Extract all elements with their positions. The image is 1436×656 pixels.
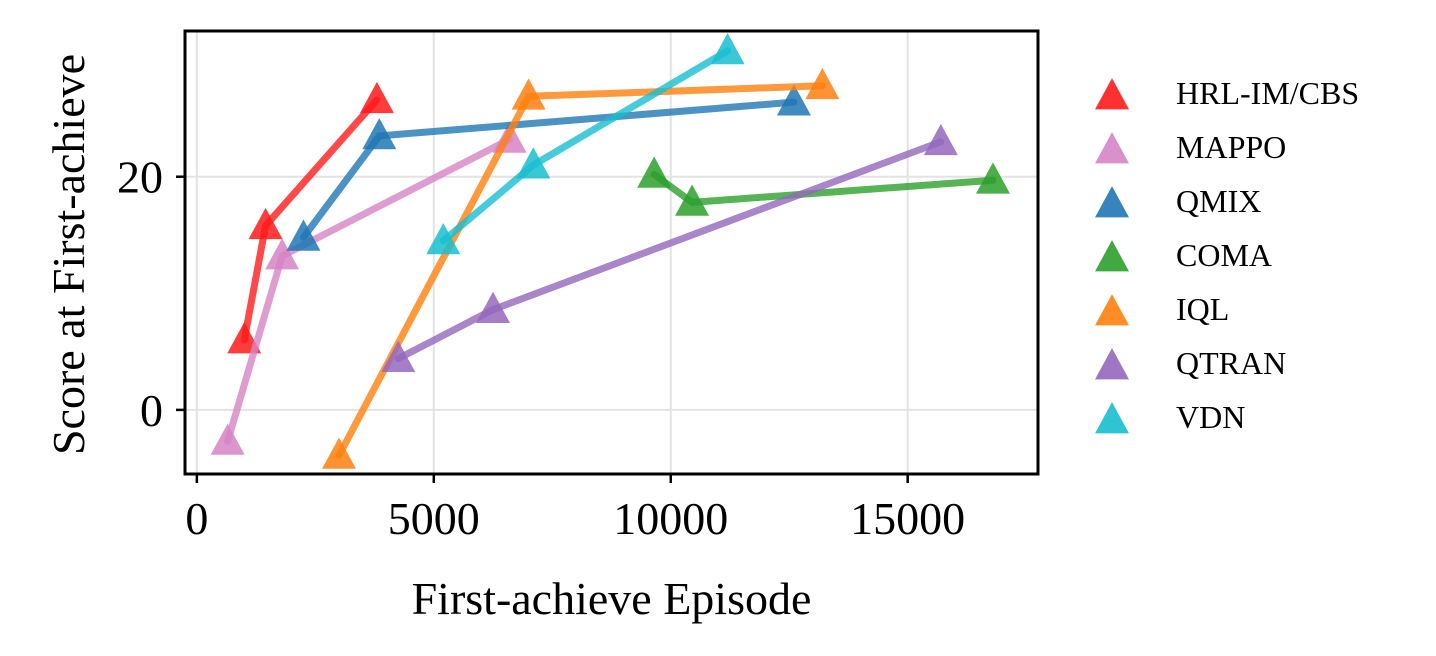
data-point-triangle — [265, 238, 300, 270]
legend-marker — [1095, 132, 1129, 164]
data-point-triangle — [426, 222, 461, 255]
legend-marker — [1095, 348, 1129, 380]
data-point-triangle — [322, 437, 357, 469]
data-point-triangle — [476, 291, 511, 324]
ticks: 0 5000 10000 15000 0 20 — [117, 152, 965, 544]
legend-marker — [1095, 78, 1129, 110]
series-line — [394, 138, 945, 363]
legend-label: QTRAN — [1176, 345, 1286, 381]
x-axis-label: First-achieve Episode — [412, 573, 812, 624]
legend-label: VDN — [1176, 399, 1245, 435]
y-tick-label: 0 — [140, 385, 163, 436]
series-iql — [322, 67, 840, 469]
x-tick-label: 0 — [185, 493, 208, 544]
legend-label: COMA — [1176, 237, 1272, 273]
data-point-triangle — [248, 207, 283, 240]
data-point-triangle — [516, 147, 551, 179]
grid — [185, 31, 1038, 474]
data-point-triangle — [381, 340, 416, 372]
legend-marker — [1095, 294, 1129, 326]
x-tick-label: 10000 — [613, 493, 728, 544]
legend-label: QMIX — [1176, 183, 1261, 219]
legend: HRL-IM/CBS MAPPO QMIX COMA IQL QTRAN VDN — [1095, 75, 1359, 435]
data-point-triangle — [776, 84, 811, 116]
data-point-triangle — [923, 123, 958, 156]
plot-series — [210, 32, 1010, 469]
data-point-triangle — [210, 423, 245, 455]
data-point-triangle — [511, 78, 546, 110]
legend-label: MAPPO — [1176, 129, 1286, 165]
legend-label: HRL-IM/CBS — [1176, 75, 1359, 111]
data-point-triangle — [710, 32, 745, 65]
x-tick-label: 5000 — [388, 493, 480, 544]
series-hrl-im-cbs — [227, 81, 394, 354]
data-point-triangle — [805, 67, 840, 100]
series-vdn — [426, 32, 745, 255]
data-point-triangle — [975, 162, 1010, 194]
legend-label: IQL — [1176, 291, 1229, 327]
series-qmix — [286, 84, 811, 251]
series-coma — [637, 156, 1010, 216]
data-point-triangle — [637, 156, 672, 188]
data-point-triangle — [359, 81, 394, 114]
plot-frame — [183, 29, 1040, 476]
data-point-triangle — [362, 118, 397, 150]
legend-marker — [1095, 240, 1129, 272]
x-tick-label: 15000 — [850, 493, 965, 544]
series-qtran — [381, 123, 958, 372]
data-point-triangle — [675, 184, 710, 216]
data-point-triangle — [286, 219, 321, 251]
y-axis-label: Score at First-achieve — [43, 54, 94, 455]
legend-marker — [1095, 186, 1129, 218]
y-tick-label: 20 — [117, 152, 163, 203]
legend-marker — [1095, 402, 1129, 434]
